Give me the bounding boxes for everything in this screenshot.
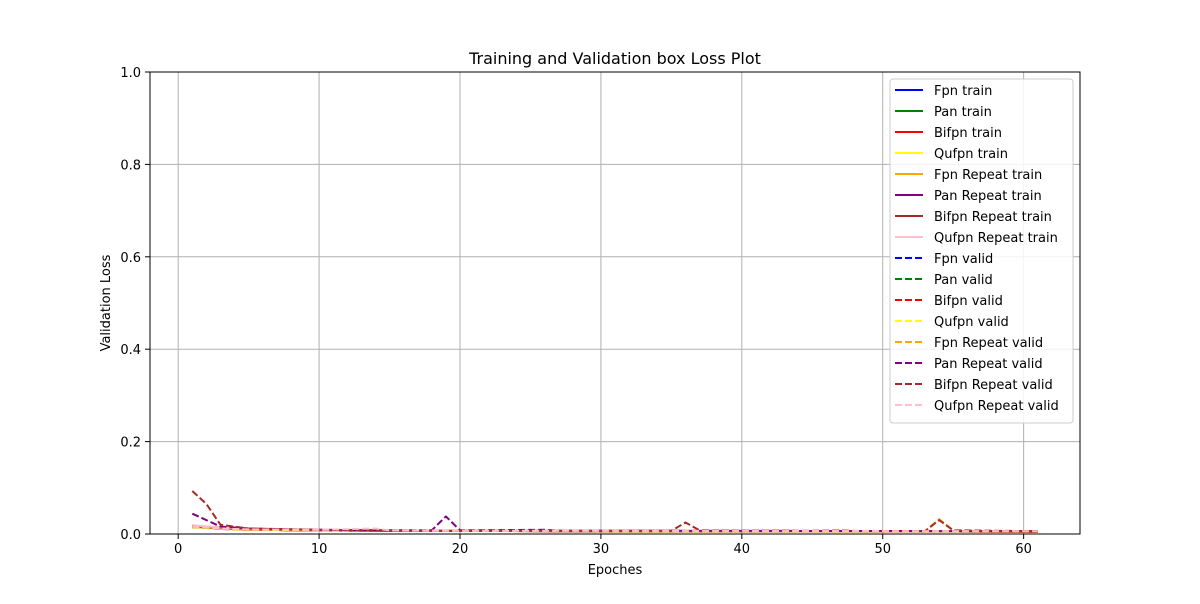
- legend-label: Qufpn train: [934, 147, 1008, 162]
- x-tick-label: 20: [452, 542, 469, 557]
- legend-label: Bifpn Repeat train: [934, 210, 1052, 225]
- y-tick-label: 0.6: [120, 251, 141, 266]
- x-tick-label: 0: [174, 542, 182, 557]
- x-tick-label: 40: [734, 542, 751, 557]
- y-tick-label: 0.2: [120, 436, 141, 451]
- legend-label: Pan train: [934, 105, 992, 120]
- legend-label: Pan valid: [934, 273, 993, 288]
- x-axis-label: Epoches: [588, 563, 643, 578]
- y-tick-label: 0.4: [120, 343, 141, 358]
- series-line-qufpn-repeat-valid: [192, 525, 1038, 533]
- plot-frame: [149, 71, 1081, 535]
- legend-label: Bifpn valid: [934, 294, 1003, 309]
- axis-ticks: 0 10 20 30 40 50 60 0.0 0.2 0.4 0.6 0.8 1.0: [120, 66, 1032, 557]
- y-tick-label: 0.0: [120, 528, 141, 543]
- series-line-bifpn-repeat-valid: [191, 490, 1038, 533]
- x-tick-label: 60: [1015, 542, 1032, 557]
- y-tick-label: 0.8: [120, 158, 141, 173]
- series-lines: [191, 490, 1038, 533]
- x-tick-label: 50: [874, 542, 891, 557]
- legend-label: Qufpn Repeat train: [934, 231, 1058, 246]
- legend-label: Bifpn Repeat valid: [934, 378, 1053, 393]
- y-axis-label: Validation Loss: [99, 254, 114, 351]
- legend: Fpn train Pan train Bifpn train Qufpn train…: [889, 78, 1074, 424]
- legend-label: Fpn valid: [934, 252, 993, 267]
- legend-label: Pan Repeat train: [934, 189, 1042, 204]
- chart-title: Training and Validation box Loss Plot: [468, 49, 761, 68]
- x-tick-label: 30: [593, 542, 610, 557]
- legend-label: Pan Repeat valid: [934, 357, 1043, 372]
- legend-label: Fpn train: [934, 84, 992, 99]
- x-tick-label: 10: [311, 542, 328, 557]
- legend-label: Fpn Repeat valid: [934, 336, 1043, 351]
- legend-label: Qufpn valid: [934, 315, 1009, 330]
- legend-box: [889, 78, 1074, 424]
- y-tick-label: 1.0: [120, 66, 141, 81]
- legend-label: Qufpn Repeat valid: [934, 399, 1059, 414]
- legend-label: Fpn Repeat train: [934, 168, 1042, 183]
- legend-label: Bifpn train: [934, 126, 1002, 141]
